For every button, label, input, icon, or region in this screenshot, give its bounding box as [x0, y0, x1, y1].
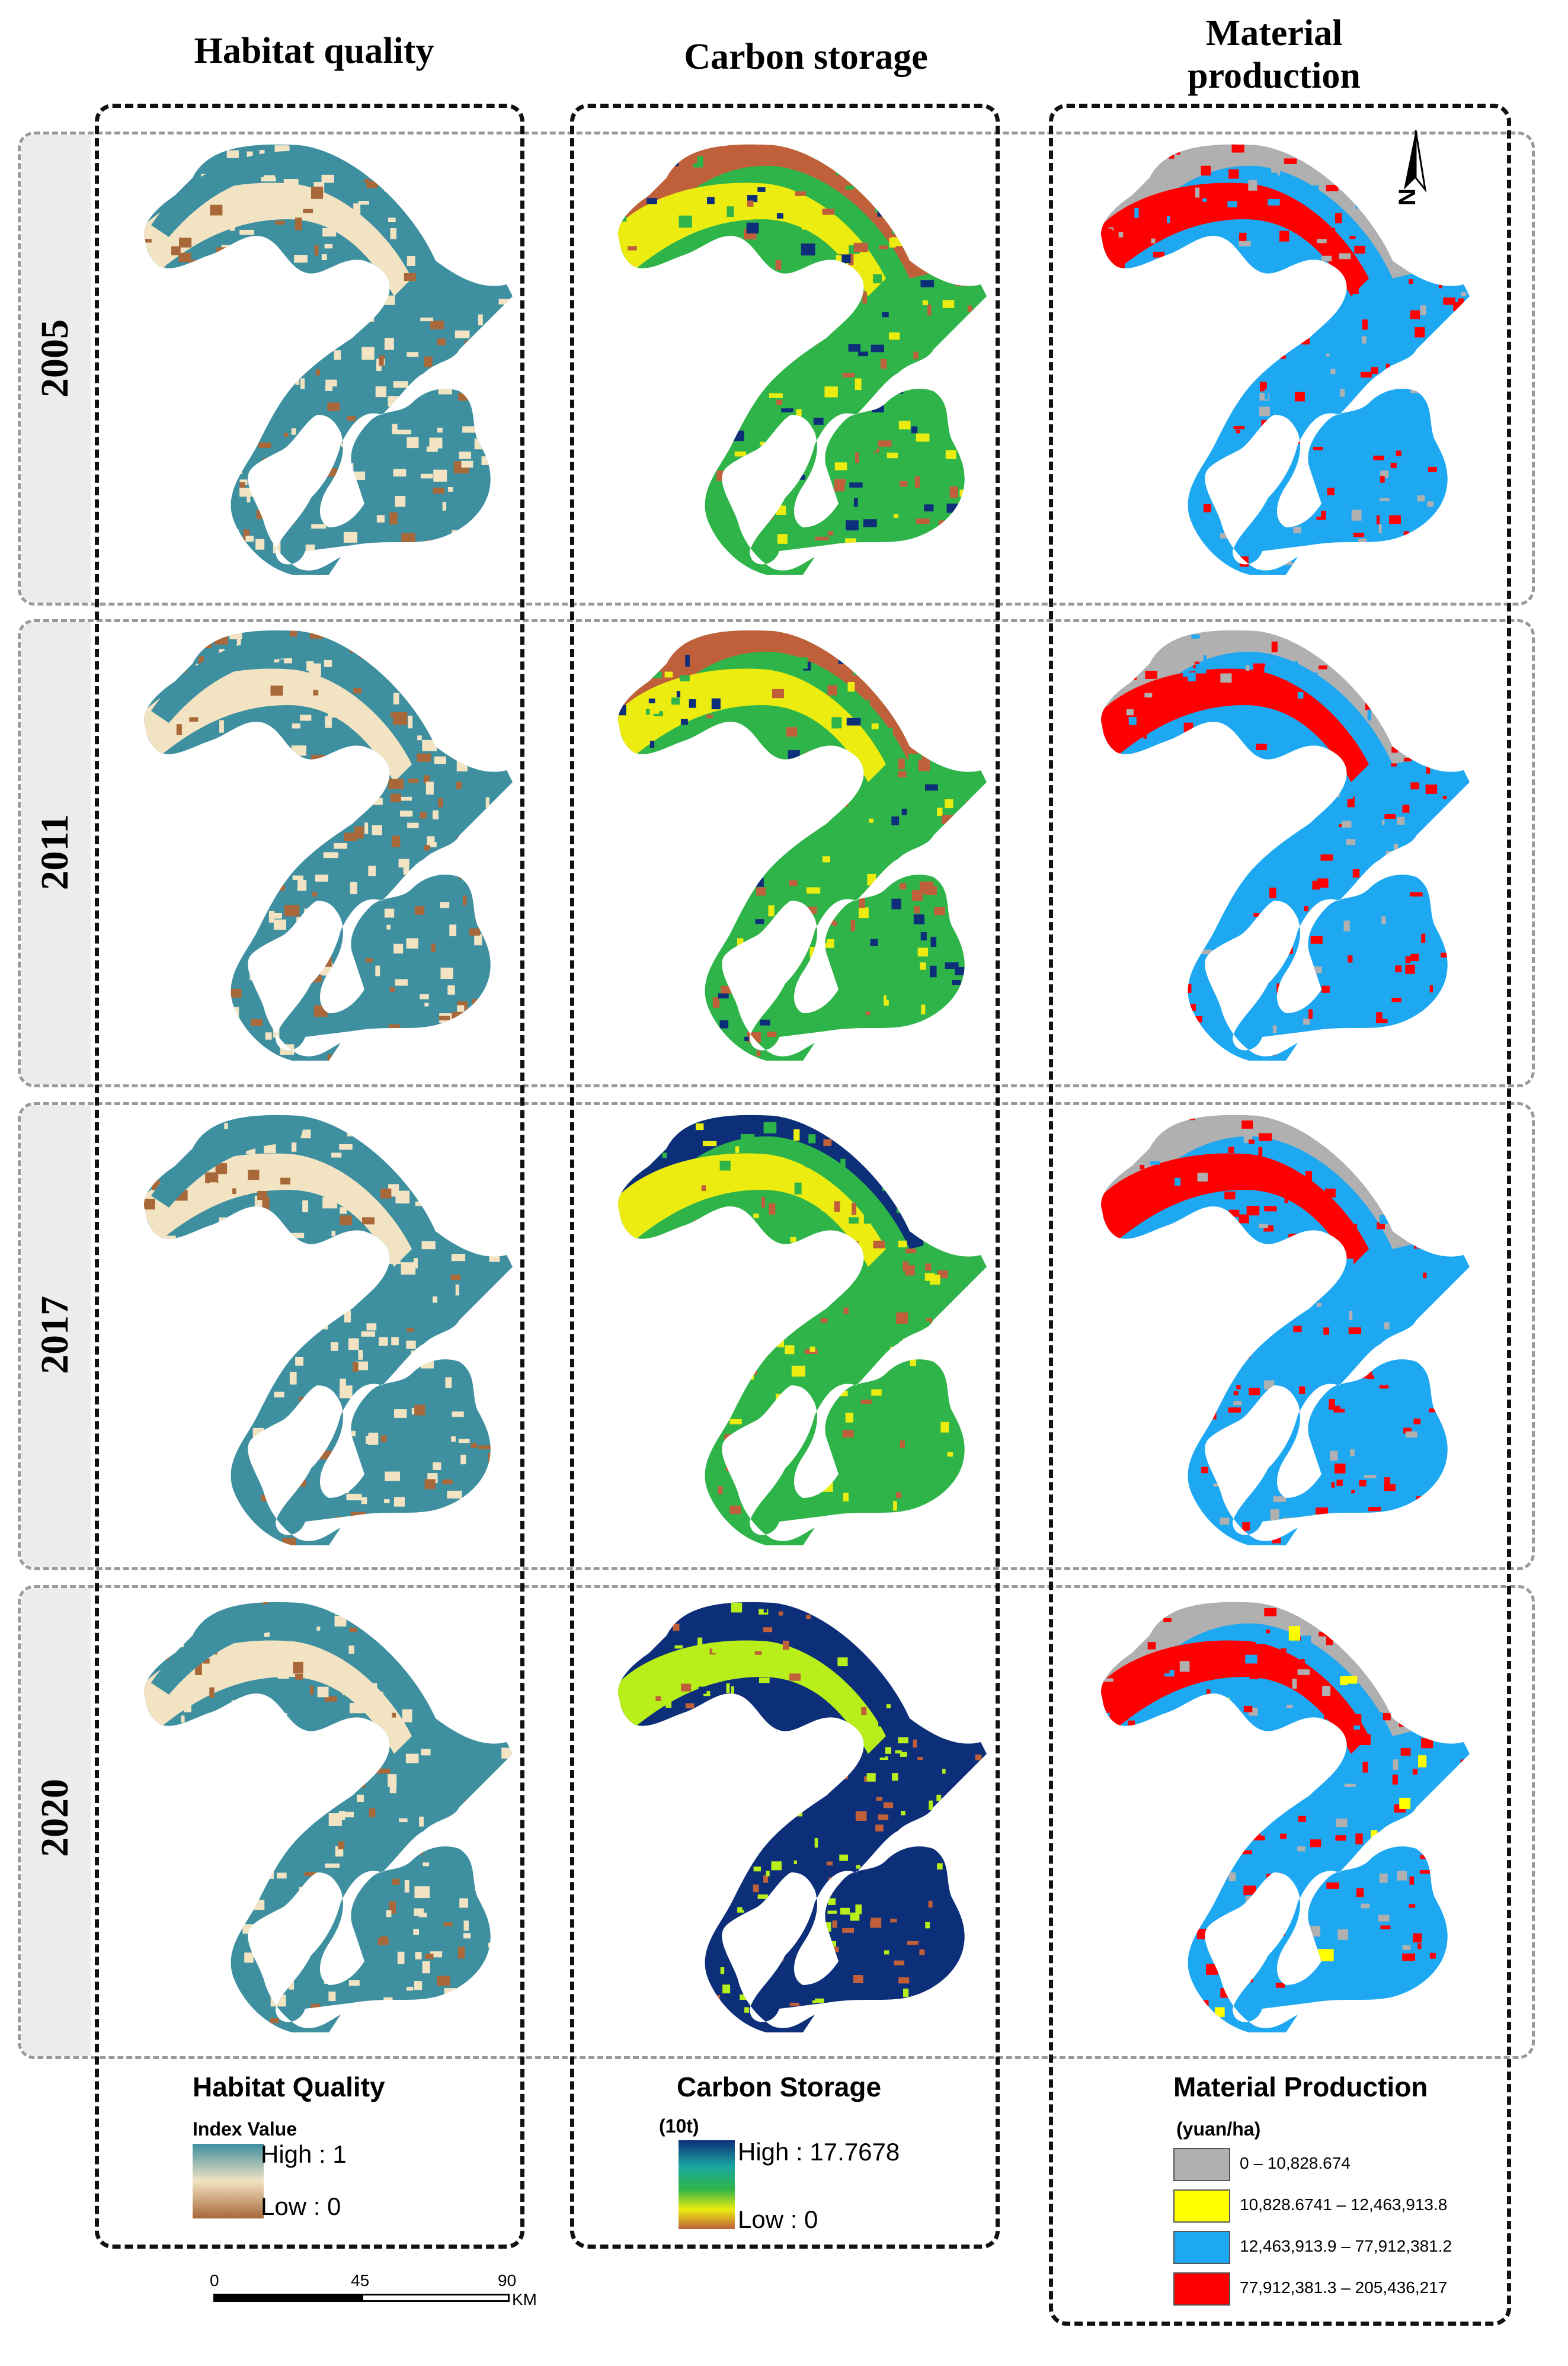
row-band-2020: 2020	[18, 1585, 1535, 2059]
scale-tick-0: 0	[210, 2271, 219, 2290]
north-arrow: N	[1394, 124, 1431, 213]
habitat-map-2020	[104, 1594, 519, 2035]
carbon-map-2020	[578, 1594, 993, 2035]
material-map-2020	[1061, 1594, 1476, 2035]
material-map-2011	[1061, 622, 1476, 1063]
carbon-map-2017	[578, 1107, 993, 1548]
legend-habitat-title: Habitat Quality	[193, 2072, 385, 2102]
row-label-2020: 2020	[33, 1779, 76, 1857]
carbon-map-2011	[578, 622, 993, 1063]
legend-carbon-high: High : 17.7678	[738, 2138, 900, 2166]
legend-habitat-high: High : 1	[261, 2140, 347, 2168]
column-title-carbon: Carbon storage	[684, 37, 928, 77]
legend-material-swatch	[1173, 2148, 1230, 2181]
legend-material-class-label: 10,828.6741 – 12,463,913.8	[1240, 2195, 1448, 2214]
habitat-map-2011	[104, 622, 519, 1063]
legend-carbon-gradient	[679, 2140, 735, 2229]
habitat-map-2017	[104, 1107, 519, 1548]
scale-tick-45: 45	[351, 2271, 370, 2290]
column-frame-carbon	[570, 104, 1000, 2249]
legend-carbon-low: Low : 0	[738, 2205, 818, 2233]
scale-tick-90: 90	[498, 2271, 517, 2290]
north-arrow-label: N	[1394, 188, 1420, 206]
row-label-background	[21, 1105, 91, 1567]
column-title-material-line1: Material	[1205, 13, 1343, 53]
column-frame-habitat	[95, 104, 524, 2249]
material-map-2017	[1061, 1107, 1476, 1548]
scale-unit: KM	[512, 2290, 537, 2309]
legend-carbon-title: Carbon Storage	[677, 2072, 882, 2102]
row-label-background	[21, 622, 91, 1084]
scale-bar: 0 45 90 KM	[196, 2271, 537, 2314]
row-label-2005: 2005	[33, 319, 76, 398]
legend-habitat-gradient	[193, 2144, 264, 2218]
scale-bar-segment-1	[213, 2294, 361, 2302]
material-map-2005	[1061, 136, 1476, 577]
legend-habitat-low: Low : 0	[261, 2192, 341, 2220]
column-frame-material	[1049, 104, 1511, 2326]
column-title-habitat: Habitat quality	[194, 31, 434, 71]
legend-material-swatch	[1173, 2231, 1230, 2264]
legend-material-class-label: 12,463,913.9 – 77,912,381.2	[1240, 2237, 1452, 2255]
row-label-2011: 2011	[33, 814, 76, 891]
north-arrow-icon	[1404, 130, 1427, 193]
row-label-background	[21, 135, 91, 603]
legend-material-subtitle: (yuan/ha)	[1176, 2118, 1261, 2140]
legend-material-title: Material Production	[1173, 2072, 1428, 2102]
legend-material-class-label: 0 – 10,828.674	[1240, 2154, 1351, 2172]
scale-bar-segment-2	[361, 2294, 510, 2302]
row-band-2017: 2017	[18, 1102, 1535, 1570]
column-title-material-line2: production	[1188, 56, 1361, 96]
row-label-background	[21, 1588, 91, 2056]
row-band-2005: 2005	[18, 132, 1535, 606]
legend-material-class-label: 77,912,381.3 – 205,436,217	[1240, 2278, 1448, 2297]
legend-carbon-subtitle: (10t)	[659, 2115, 699, 2137]
row-label-2017: 2017	[33, 1296, 76, 1374]
legend-habitat-subtitle: Index Value	[193, 2118, 297, 2140]
row-band-2011: 2011	[18, 619, 1535, 1087]
carbon-map-2005	[578, 136, 993, 577]
legend-material-swatch	[1173, 2189, 1230, 2223]
habitat-map-2005	[104, 136, 519, 577]
legend-material-swatch	[1173, 2272, 1230, 2306]
